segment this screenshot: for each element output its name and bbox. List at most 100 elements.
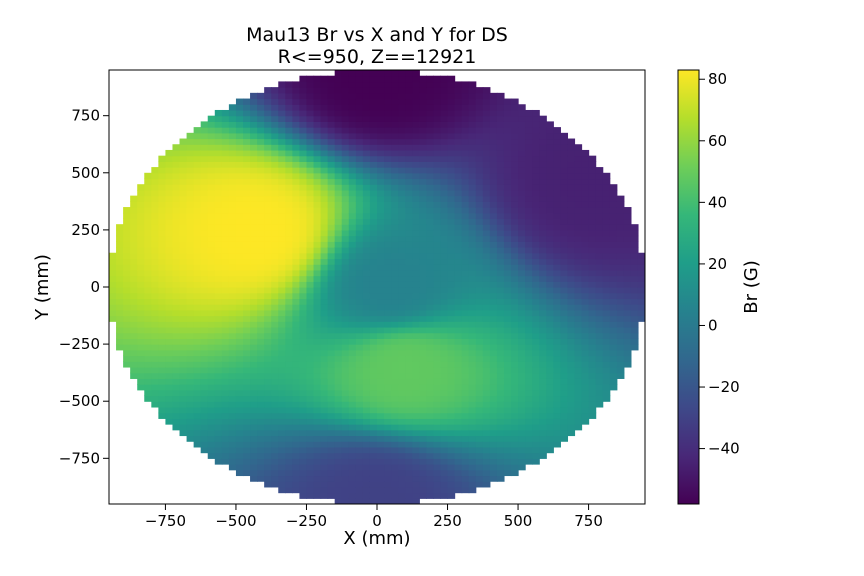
heatmap-cell [532,372,540,379]
heatmap-cell [228,446,237,454]
heatmap-cell [306,287,315,294]
heatmap-cell [574,275,583,282]
heatmap-cell [123,224,131,231]
heatmap-cell [553,201,561,208]
heatmap-cell [412,121,420,128]
heatmap-cell [151,355,159,362]
heatmap-cell [616,366,625,374]
heatmap-cell [278,464,286,471]
heatmap-cell [123,207,131,214]
heatmap-cell [419,309,427,317]
heatmap-cell [292,366,301,374]
heatmap-cell [623,315,632,322]
heatmap-cell [482,287,491,294]
heatmap-cell [532,309,540,317]
heatmap-cell [172,326,181,334]
heatmap-cell [468,104,477,111]
heatmap-cell [348,75,357,83]
heatmap-cell [419,264,427,271]
heatmap-cell [235,247,244,254]
heatmap-cell [426,389,435,397]
heatmap-cell [271,361,279,368]
heatmap-cell [271,241,279,248]
heatmap-cell [447,281,456,288]
heatmap-cell [250,292,258,300]
heatmap-cell [475,424,484,431]
heatmap-cell [299,452,308,459]
heatmap-cell [369,298,378,305]
heatmap-cell [193,389,202,397]
heatmap-cell [235,361,244,368]
heatmap-cell [391,435,399,442]
heatmap-cell [313,104,322,111]
heatmap-cell [377,87,385,94]
heatmap-cell [327,435,336,442]
heatmap-cell [306,144,315,151]
heatmap-cell [193,412,202,419]
heatmap-cell [503,207,512,214]
heatmap-cell [377,338,385,345]
heatmap-cell [257,332,265,339]
heatmap-cell [496,189,505,197]
heatmap-cell [426,212,435,220]
heatmap-cell [426,475,435,482]
heatmap-cell [475,252,484,260]
heatmap-cell [348,144,357,151]
heatmap-cell [116,309,124,317]
heatmap-cell [264,401,272,408]
heatmap-cell [426,92,435,100]
heatmap-cell [214,344,223,351]
heatmap-cell [144,281,152,288]
heatmap-cell [165,275,174,282]
heatmap-cell [475,247,484,254]
heatmap-cell [137,326,145,334]
heatmap-cell [221,338,230,345]
heatmap-cell [384,475,392,482]
heatmap-cell [433,441,442,448]
heatmap-cell [496,167,505,174]
heatmap-cell [440,458,449,465]
heatmap-cell [257,458,265,465]
heatmap-cell [369,229,378,237]
heatmap-cell [532,406,540,414]
heatmap-cell [193,235,202,242]
heatmap-cell [461,481,470,488]
heatmap-cell [355,378,364,385]
heatmap-cell [144,195,152,202]
heatmap-cell [468,384,477,391]
heatmap-cell [489,378,498,385]
heatmap-cell [398,424,406,431]
heatmap-cell [285,132,293,140]
heatmap-cell [369,469,378,477]
heatmap-cell [299,201,308,208]
heatmap-cell [574,395,583,402]
heatmap-cell [109,269,117,277]
heatmap-cell [391,104,399,111]
heatmap-cell [475,292,484,300]
heatmap-cell [214,224,223,231]
heatmap-cell [144,309,152,317]
heatmap-cell [320,424,329,431]
heatmap-cell [137,349,145,357]
heatmap-cell [616,309,625,317]
heatmap-cell [306,446,315,454]
heatmap-cell [433,161,442,168]
heatmap-cell [207,361,216,368]
heatmap-cell [567,315,576,322]
heatmap-cell [539,378,547,385]
heatmap-cell [454,424,463,431]
heatmap-cell [327,247,336,254]
heatmap-cell [278,104,286,111]
heatmap-cell [532,132,540,140]
heatmap-cell [179,281,188,288]
heatmap-cell [200,309,209,317]
heatmap-cell [235,338,244,345]
heatmap-cell [341,338,350,345]
heatmap-cell [398,298,406,305]
heatmap-cell [137,344,145,351]
heatmap-cell [412,435,420,442]
heatmap-cell [207,378,216,385]
heatmap-cell [609,189,618,197]
heatmap-cell [362,70,371,77]
heatmap-cell [532,412,540,419]
